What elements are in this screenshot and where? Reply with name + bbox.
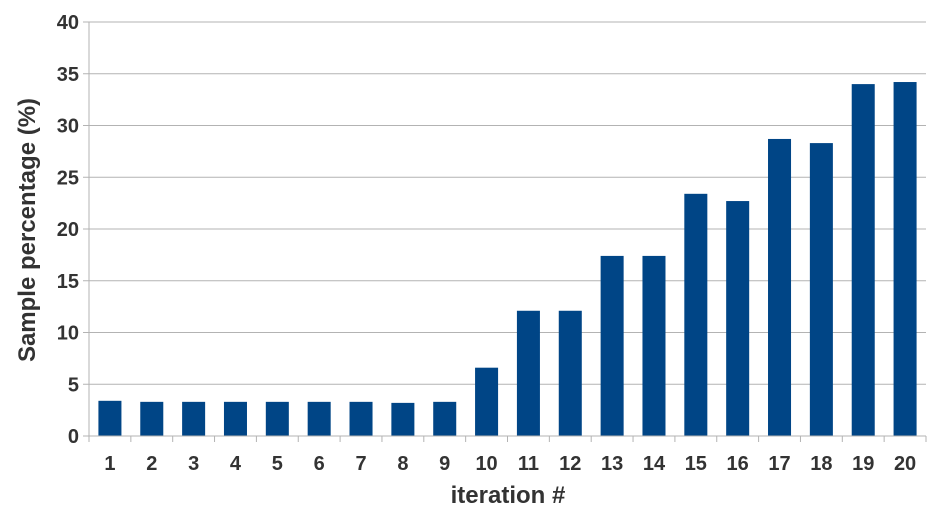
y-tick-label: 15	[57, 271, 79, 293]
x-tick-label: 14	[643, 453, 666, 475]
x-tick-label: 10	[475, 453, 497, 475]
x-tick-label: 18	[810, 453, 832, 475]
x-tick-label: 20	[894, 453, 916, 475]
bar	[516, 310, 540, 436]
bar	[768, 138, 792, 436]
bar	[600, 255, 624, 436]
x-tick-label: 16	[727, 453, 749, 475]
bar	[223, 401, 247, 436]
bar	[182, 401, 206, 436]
bar	[391, 402, 415, 436]
x-tick-label: 12	[559, 453, 581, 475]
bar	[349, 401, 373, 436]
x-tick-label: 13	[601, 453, 623, 475]
y-tick-label: 25	[57, 167, 79, 189]
y-tick-label: 0	[68, 426, 79, 448]
y-tick-label: 10	[57, 323, 79, 345]
y-tick-label: 20	[57, 219, 79, 241]
x-tick-label: 5	[272, 453, 283, 475]
bar	[809, 143, 833, 436]
bar	[98, 400, 122, 436]
bar	[726, 201, 750, 436]
y-axis-title: Sample percentage (%)	[14, 98, 41, 362]
bar	[851, 84, 875, 436]
bar	[558, 310, 582, 436]
bar	[433, 401, 457, 436]
gridlines	[89, 21, 926, 385]
bar	[893, 82, 917, 436]
x-tick-label: 2	[146, 453, 157, 475]
x-axis-title: iteration #	[451, 482, 566, 509]
x-axis-ticks: 1 2 3 4 5 6 7 8 9 10 11 12 13 14 15 16 17 18 19 20	[88, 436, 927, 475]
y-tick-label: 30	[57, 116, 79, 138]
x-tick-label: 9	[439, 453, 450, 475]
y-tick-label: 5	[68, 374, 79, 396]
bar	[642, 255, 666, 436]
y-axis-ticks: 0 5 10 15 20 25 30 35 40	[57, 12, 89, 448]
bar	[265, 401, 289, 436]
bar	[475, 367, 499, 436]
x-tick-label: 19	[852, 453, 874, 475]
bars	[98, 82, 917, 436]
y-tick-label: 40	[57, 12, 79, 34]
x-tick-label: 7	[355, 453, 366, 475]
y-tick-label: 35	[57, 64, 79, 86]
bar	[307, 401, 331, 436]
x-tick-label: 8	[397, 453, 408, 475]
bar	[140, 401, 164, 436]
x-tick-label: 6	[314, 453, 325, 475]
bar	[684, 193, 708, 436]
x-tick-label: 15	[685, 453, 707, 475]
x-tick-label: 3	[188, 453, 199, 475]
x-tick-label: 11	[518, 453, 539, 475]
x-tick-label: 1	[104, 453, 115, 475]
x-tick-label: 17	[768, 453, 790, 475]
x-tick-label: 4	[230, 453, 242, 475]
